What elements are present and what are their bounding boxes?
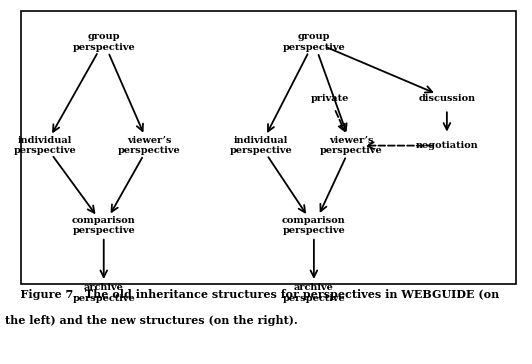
Text: archive
perspective: archive perspective [282,283,345,303]
Text: viewer’s
perspective: viewer’s perspective [320,136,383,155]
Text: viewer’s
perspective: viewer’s perspective [118,136,180,155]
Text: negotiation: negotiation [415,141,478,150]
Text: the left) and the new structures (on the right).: the left) and the new structures (on the… [5,315,298,326]
Text: group
perspective: group perspective [282,32,345,52]
Text: individual
perspective: individual perspective [14,136,77,155]
Bar [21,11,516,284]
Text: comparison
perspective: comparison perspective [282,216,346,236]
Text: Figure 7.  The old inheritance structures for perspectives in WEBGUIDE (on: Figure 7. The old inheritance structures… [5,289,500,300]
Text: group
perspective: group perspective [72,32,135,52]
Text: individual
perspective: individual perspective [229,136,292,155]
Text: discussion: discussion [418,94,476,103]
Text: comparison
perspective: comparison perspective [72,216,136,236]
Text: archive
perspective: archive perspective [72,283,135,303]
Text: private: private [311,94,349,103]
